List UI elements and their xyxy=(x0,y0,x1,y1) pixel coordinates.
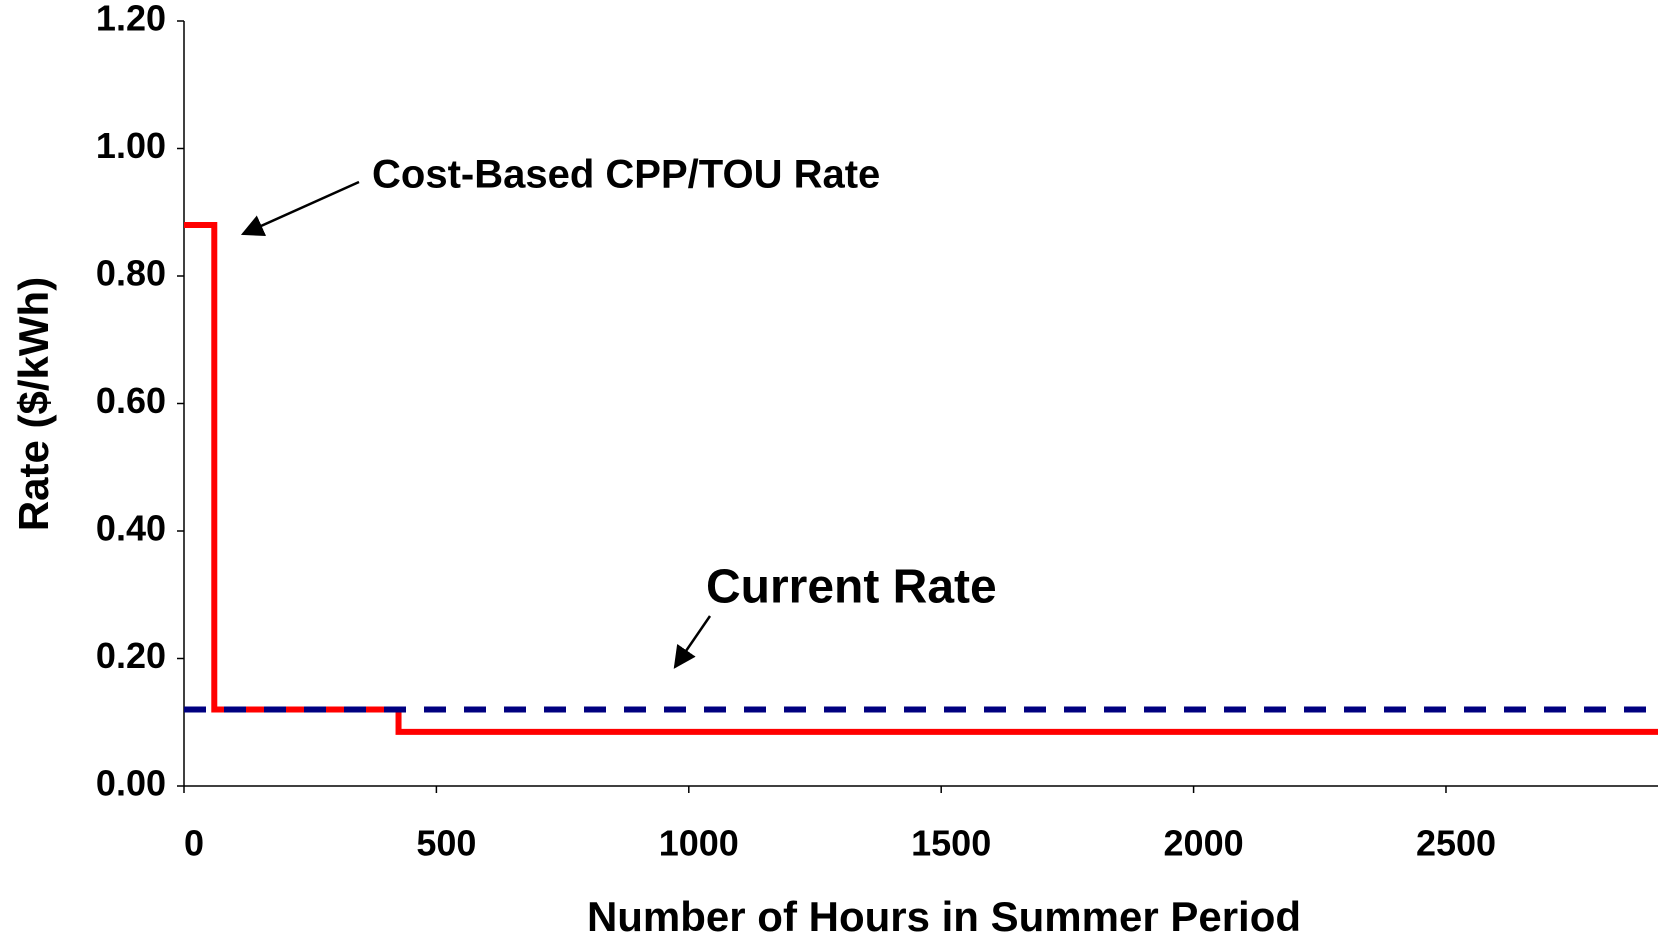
series-line xyxy=(184,222,1658,735)
y-axis-title: Rate ($/kWh) xyxy=(10,277,57,531)
x-tick-label: 500 xyxy=(416,823,476,864)
x-tick-label: 1500 xyxy=(911,823,991,864)
y-tick-label: 1.00 xyxy=(96,125,166,166)
annotation: Cost-Based CPP/TOU Rate xyxy=(372,153,880,197)
y-tick-label: 0.60 xyxy=(96,380,166,421)
y-tick-label: 0.00 xyxy=(96,763,166,804)
x-axis-title: Number of Hours in Summer Period xyxy=(587,893,1301,940)
annotation-arrow xyxy=(673,615,712,669)
y-tick-label: 0.20 xyxy=(96,635,166,676)
x-tick-label: 2000 xyxy=(1164,823,1244,864)
x-tick-label: 0 xyxy=(184,823,204,864)
y-tick-label: 1.20 xyxy=(96,0,166,39)
annotation: Current Rate xyxy=(706,561,997,614)
x-tick-label: 1000 xyxy=(659,823,739,864)
x-tick-label: 2500 xyxy=(1416,823,1496,864)
y-tick-label: 0.40 xyxy=(96,508,166,549)
y-tick-label: 0.80 xyxy=(96,253,166,294)
annotation-arrow xyxy=(240,180,360,236)
